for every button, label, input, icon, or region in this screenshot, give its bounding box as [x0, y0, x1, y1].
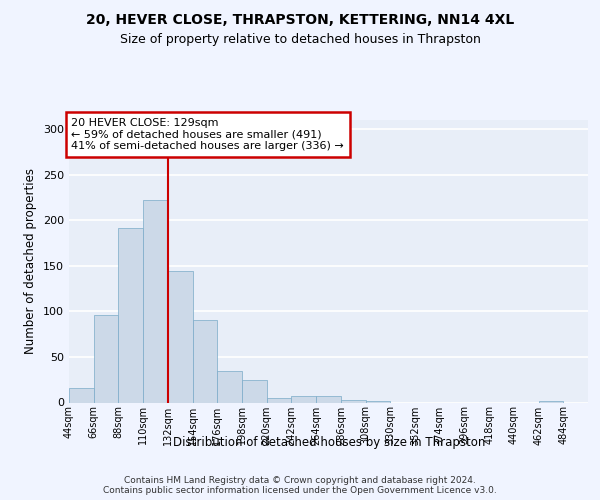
Bar	[341, 400, 365, 402]
Text: Distribution of detached houses by size in Thrapston: Distribution of detached houses by size …	[173, 436, 485, 449]
Text: Size of property relative to detached houses in Thrapston: Size of property relative to detached ho…	[119, 32, 481, 46]
Bar	[539, 400, 563, 402]
Text: 20, HEVER CLOSE, THRAPSTON, KETTERING, NN14 4XL: 20, HEVER CLOSE, THRAPSTON, KETTERING, N…	[86, 12, 514, 26]
Bar	[118, 228, 143, 402]
Bar	[242, 380, 267, 402]
Bar	[168, 272, 193, 402]
Bar	[143, 200, 168, 402]
Y-axis label: Number of detached properties: Number of detached properties	[25, 168, 37, 354]
Text: Contains HM Land Registry data © Crown copyright and database right 2024.
Contai: Contains HM Land Registry data © Crown c…	[103, 476, 497, 495]
Bar	[365, 400, 390, 402]
Bar	[69, 388, 94, 402]
Bar	[316, 396, 341, 402]
Bar	[217, 370, 242, 402]
Text: 20 HEVER CLOSE: 129sqm
← 59% of detached houses are smaller (491)
41% of semi-de: 20 HEVER CLOSE: 129sqm ← 59% of detached…	[71, 118, 344, 151]
Bar	[94, 315, 118, 402]
Bar	[267, 398, 292, 402]
Bar	[292, 396, 316, 402]
Bar	[193, 320, 217, 402]
